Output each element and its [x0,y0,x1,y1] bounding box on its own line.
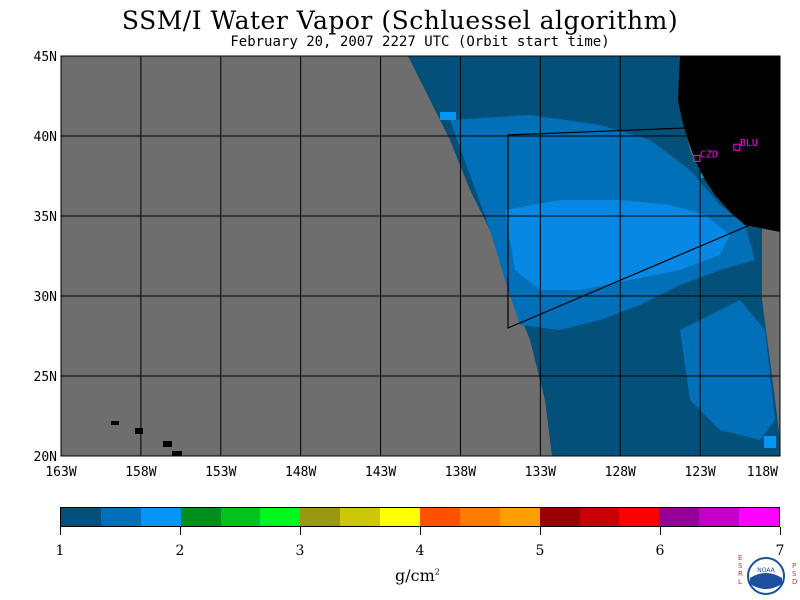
units-label: g/cm2 [395,566,440,585]
colorbar-tick-mark [780,527,781,535]
longitude-label: 128W [605,465,636,480]
colorbar-swatch [579,508,620,526]
longitude-label: 143W [365,465,396,480]
colorbar-swatch [61,508,101,526]
station-marker-czd [693,154,701,162]
latitude-label: 20N [34,450,57,465]
colorbar-tick-mark [420,527,421,535]
logo-wave [750,573,782,589]
latitude-label: 30N [34,290,57,305]
colorbar-swatch [260,508,301,526]
station-markers: CZD BLU [693,138,758,162]
colorbar-tick-label: 3 [295,543,305,559]
hawaii-island [172,451,182,456]
units-text: g/cm [395,566,435,585]
analysis-region-outline [507,135,751,329]
logo-center-text: NOAA [757,567,775,574]
longitude-label: 158W [125,465,156,480]
longitude-label: 148W [285,465,316,480]
colorbar-swatch [100,508,141,526]
colorbar-swatch [499,508,540,526]
longitude-label: 138W [445,465,476,480]
latitude-label: 25N [34,370,57,385]
map-title: SSM/I Water Vapor (Schluessel algorithm) [121,6,679,35]
latitude-labels: 45N 40N 35N 30N 25N 20N [34,50,57,465]
high-vapor-core [505,200,730,290]
colorbar-tick-mark [180,527,181,535]
colorbar-tick-mark [300,527,301,535]
latitude-label: 40N [34,130,57,145]
colorbar-swatch [140,508,181,526]
colorbar-swatch [539,508,580,526]
high-vapor-patch [440,112,456,120]
southern-moderate-band [680,300,775,440]
hawaii-island [111,421,119,425]
colorbar-tick-label: 1 [55,543,65,559]
colorbar [60,507,780,527]
colorbar-swatch [699,508,740,526]
colorbar-tick-label: 7 [775,543,785,559]
station-label-blu: BLU [740,138,758,149]
units-exponent: 2 [434,567,440,577]
colorbar-swatch [380,508,421,526]
colorbar-swatch [459,508,500,526]
graticule [61,56,780,456]
longitude-label: 123W [684,465,715,480]
longitude-label: 133W [525,465,556,480]
station-label-czd: CZD [700,149,718,160]
north-america-land [678,56,780,232]
colorbar-tick-mark [540,527,541,535]
map-frame [60,55,781,457]
longitude-label: 153W [205,465,236,480]
colorbar-swatch [420,508,460,526]
colorbar-swatch [220,508,261,526]
analysis-region-outline [507,127,686,136]
colorbar-tick-mark [60,527,61,535]
station-marker-blu [733,143,741,151]
colorbar-swatch [739,508,780,526]
longitude-label: 118W [747,465,778,480]
longitude-label: 163W [45,465,76,480]
latitude-label: 45N [34,50,57,65]
hawaii-island [163,441,172,447]
colorbar-swatch [180,508,221,526]
colorbar-tick-mark [660,527,661,535]
colorbar-tick-label: 5 [535,543,545,559]
colorbar-tick-label: 2 [175,543,185,559]
colorbar-swatch [619,508,660,526]
map-subtitle: February 20, 2007 2227 UTC (Orbit start … [230,34,610,50]
high-vapor-patch [764,436,776,448]
colorbar-swatch [300,508,341,526]
colorbar-swatch [659,508,700,526]
colorbar-swatch [340,508,381,526]
colorbar-tick-label: 4 [415,543,425,559]
longitude-labels: 163W 158W 153W 148W 143W 138W 133W 128W 123W 118W [45,465,778,480]
latitude-label: 35N [34,210,57,225]
colorbar-tick-label: 6 [655,543,665,559]
hawaii-island [135,428,143,434]
